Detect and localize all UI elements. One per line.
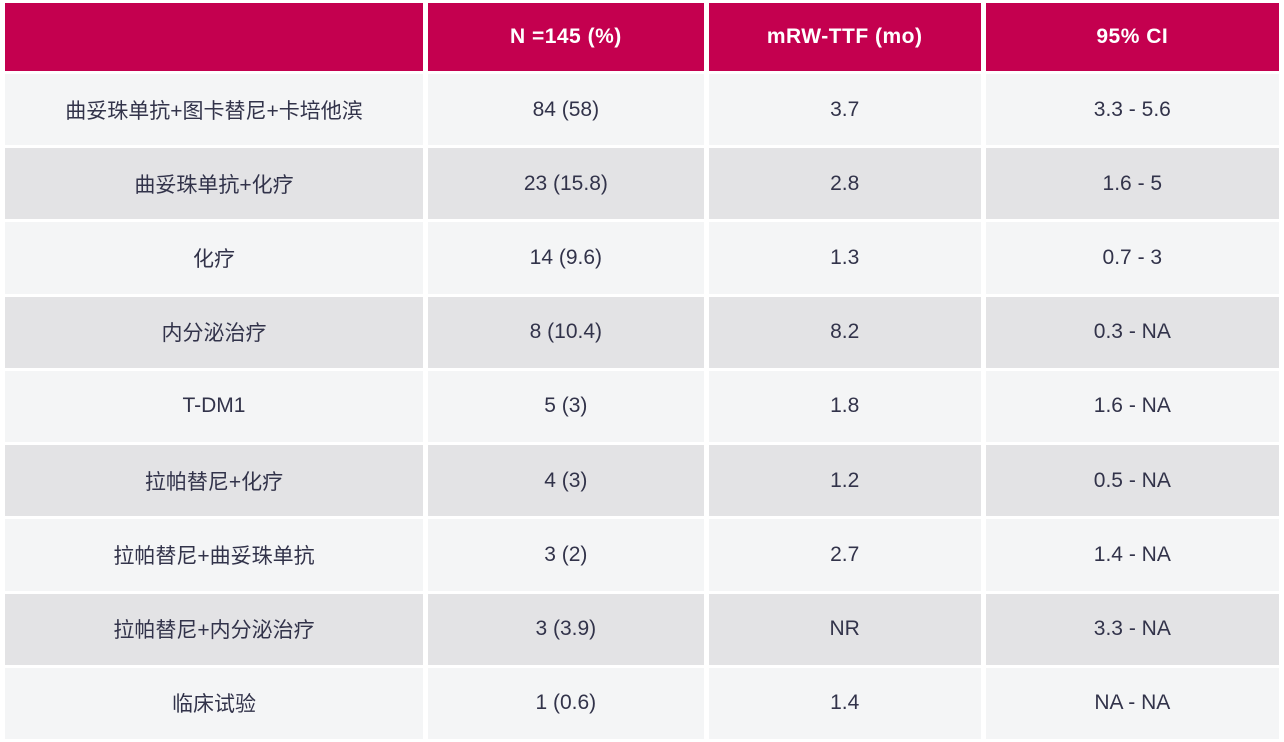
cell-mrw-ttf: 1.8: [708, 370, 981, 443]
cell-n: 14 (9.6): [427, 222, 704, 294]
cell-ci: 3.3 - NA: [985, 593, 1279, 665]
cell-treatment: 内分泌治疗: [5, 296, 423, 368]
cell-treatment: 临床试验: [5, 667, 423, 739]
cell-treatment: 拉帕替尼+曲妥珠单抗: [5, 519, 423, 591]
table-row: 拉帕替尼+化疗 4 (3) 1.2 0.5 - NA: [5, 445, 1279, 517]
cell-n: 8 (10.4): [427, 296, 704, 368]
cell-treatment: T-DM1: [5, 370, 423, 443]
cell-n: 5 (3): [427, 370, 704, 443]
cell-n: 3 (2): [427, 519, 704, 591]
cell-mrw-ttf: 1.3: [708, 222, 981, 294]
table-row: 内分泌治疗 8 (10.4) 8.2 0.3 - NA: [5, 296, 1279, 368]
table-row: 拉帕替尼+曲妥珠单抗 3 (2) 2.7 1.4 - NA: [5, 519, 1279, 591]
column-header-ci: 95% CI: [985, 3, 1279, 71]
column-header-mrw-ttf: mRW-TTF (mo): [708, 3, 981, 71]
cell-treatment: 拉帕替尼+化疗: [5, 445, 423, 517]
cell-ci: 0.7 - 3: [985, 222, 1279, 294]
cell-n: 3 (3.9): [427, 593, 704, 665]
cell-treatment: 曲妥珠单抗+化疗: [5, 148, 423, 220]
cell-n: 1 (0.6): [427, 667, 704, 739]
cell-mrw-ttf: 1.4: [708, 667, 981, 739]
cell-treatment: 化疗: [5, 222, 423, 294]
table-row: 拉帕替尼+内分泌治疗 3 (3.9) NR 3.3 - NA: [5, 593, 1279, 665]
cell-treatment: 拉帕替尼+内分泌治疗: [5, 593, 423, 665]
table-row: T-DM1 5 (3) 1.8 1.6 - NA: [5, 370, 1279, 443]
cell-mrw-ttf: 1.2: [708, 445, 981, 517]
cell-ci: 1.6 - 5: [985, 148, 1279, 220]
cell-n: 23 (15.8): [427, 148, 704, 220]
table-row: 曲妥珠单抗+图卡替尼+卡培他滨 84 (58) 3.7 3.3 - 5.6: [5, 74, 1279, 146]
cell-mrw-ttf: 2.7: [708, 519, 981, 591]
cell-ci: 1.4 - NA: [985, 519, 1279, 591]
cell-mrw-ttf: 8.2: [708, 296, 981, 368]
header-row: N =145 (%) mRW-TTF (mo) 95% CI: [5, 3, 1279, 71]
cell-treatment: 曲妥珠单抗+图卡替尼+卡培他滨: [5, 74, 423, 146]
cell-mrw-ttf: 3.7: [708, 74, 981, 146]
cell-ci: 1.6 - NA: [985, 370, 1279, 443]
cell-ci: 0.5 - NA: [985, 445, 1279, 517]
cell-ci: 3.3 - 5.6: [985, 74, 1279, 146]
table-row: 曲妥珠单抗+化疗 23 (15.8) 2.8 1.6 - 5: [5, 148, 1279, 220]
cell-n: 84 (58): [427, 74, 704, 146]
cell-n: 4 (3): [427, 445, 704, 517]
cell-mrw-ttf: 2.8: [708, 148, 981, 220]
table-row: 化疗 14 (9.6) 1.3 0.7 - 3: [5, 222, 1279, 294]
cell-mrw-ttf: NR: [708, 593, 981, 665]
table-row: 临床试验 1 (0.6) 1.4 NA - NA: [5, 667, 1279, 739]
cell-ci: NA - NA: [985, 667, 1279, 739]
cell-ci: 0.3 - NA: [985, 296, 1279, 368]
column-header-n: N =145 (%): [427, 3, 704, 71]
column-header-treatment: [5, 3, 423, 71]
